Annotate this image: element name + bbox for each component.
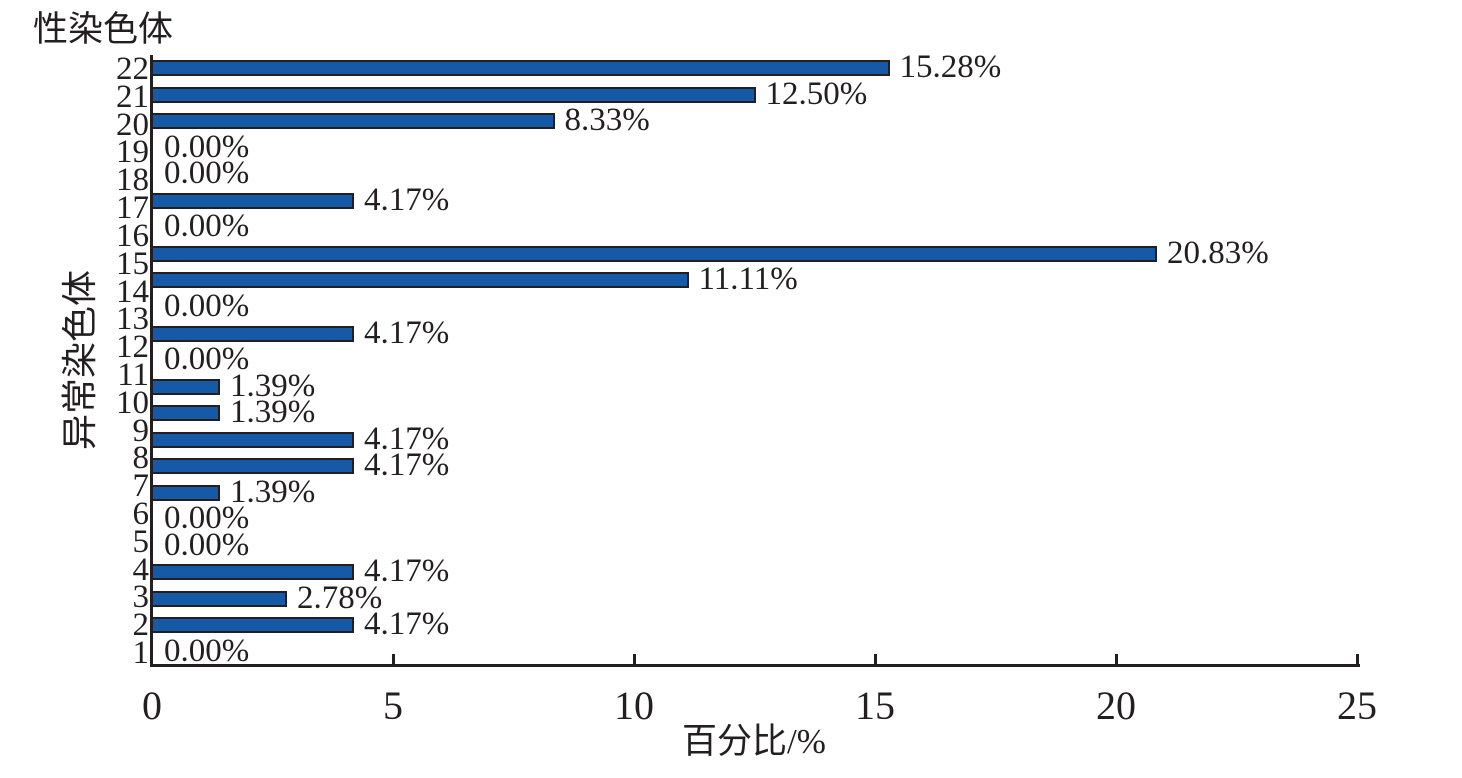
bar — [151, 405, 220, 421]
y-tick-label: 9 — [132, 412, 150, 449]
y-tick-label: 5 — [132, 523, 150, 560]
x-axis-line — [150, 664, 1360, 667]
x-tick-mark — [873, 654, 877, 664]
y-tick-label: 22 — [116, 51, 149, 87]
value-label: 20.83% — [1167, 234, 1269, 271]
value-label: 0.00% — [164, 208, 250, 245]
bar — [151, 431, 354, 448]
value-label: 0.00% — [164, 288, 250, 324]
x-tick-mark — [632, 654, 636, 664]
y-tick-label: 17 — [116, 190, 149, 226]
value-label: 12.50% — [765, 75, 868, 112]
x-tick-label: 10 — [614, 683, 654, 728]
x-tick-mark — [1355, 654, 1359, 664]
y-tick-label: 7 — [132, 468, 150, 505]
y-axis-line — [150, 55, 153, 667]
value-label: 4.17% — [364, 447, 450, 484]
value-label: 0.00% — [164, 632, 250, 669]
bar — [151, 245, 1157, 262]
y-tick-label: 6 — [132, 496, 150, 532]
x-tick-label: 15 — [855, 683, 895, 728]
top-annotation-label: 性染色体 — [33, 10, 174, 49]
y-tick-label: 1 — [132, 635, 150, 671]
y-tick-label: 16 — [116, 217, 149, 254]
bar — [151, 192, 354, 209]
y-tick-label: 20 — [116, 106, 149, 143]
value-label: 4.17% — [364, 314, 450, 351]
x-tick-mark — [1114, 654, 1118, 664]
value-label: 8.33% — [564, 102, 650, 139]
y-tick-label: 3 — [132, 579, 150, 616]
bar — [151, 484, 220, 501]
bar — [151, 378, 220, 395]
bar — [151, 86, 756, 103]
bar — [151, 60, 890, 77]
x-tick-label: 25 — [1337, 683, 1377, 728]
bar — [151, 113, 555, 130]
value-label: 1.39% — [230, 367, 316, 404]
x-tick-label: 20 — [1096, 683, 1136, 728]
value-label: 4.17% — [364, 553, 450, 590]
value-label: 4.17% — [364, 181, 450, 218]
x-tick-label: 0 — [142, 683, 162, 728]
bar — [151, 617, 354, 634]
x-tick-mark — [391, 654, 395, 664]
bar — [151, 564, 354, 581]
value-label: 15.28% — [899, 49, 1002, 86]
y-tick-label: 4 — [132, 551, 150, 588]
value-label: 0.00% — [164, 341, 250, 377]
bar — [151, 272, 689, 289]
y-tick-label: 12 — [116, 329, 149, 366]
x-axis-title: 百分比/% — [682, 722, 826, 761]
y-tick-label: 13 — [116, 301, 149, 338]
bar — [151, 325, 354, 342]
y-tick-label: 19 — [116, 134, 149, 171]
value-label: 2.78% — [297, 579, 383, 616]
x-tick-label: 5 — [383, 683, 403, 728]
bar — [151, 458, 354, 475]
y-tick-label: 18 — [116, 162, 149, 199]
y-tick-label: 11 — [117, 356, 149, 393]
value-label: 4.17% — [364, 606, 450, 643]
value-label: 0.00% — [164, 155, 250, 192]
value-label: 4.17% — [364, 420, 450, 457]
value-label: 0.00% — [164, 500, 250, 537]
value-label: 0.00% — [164, 526, 250, 563]
value-label: 1.39% — [230, 473, 316, 510]
y-tick-label: 2 — [132, 607, 150, 644]
value-label: 11.11% — [698, 261, 798, 298]
y-tick-label: 21 — [116, 78, 149, 115]
bar — [151, 590, 287, 607]
y-tick-label: 8 — [132, 440, 150, 477]
value-label: 1.39% — [230, 394, 316, 430]
y-tick-label: 10 — [116, 384, 149, 421]
y-tick-label: 15 — [116, 245, 149, 282]
value-label: 0.00% — [164, 128, 250, 165]
y-tick-label: 14 — [116, 273, 149, 310]
